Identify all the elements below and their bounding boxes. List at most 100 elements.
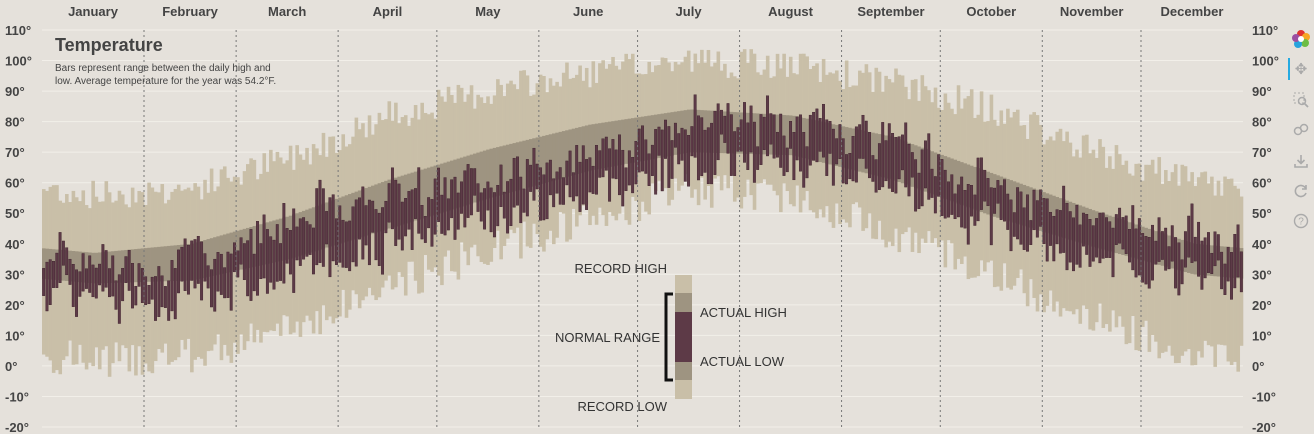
actual-bar [1055,209,1059,245]
y-tick-label-right: 50° [1252,206,1272,221]
actual-bar [1062,185,1066,253]
actual-bar [206,265,210,289]
actual-bar [766,95,769,157]
normal-bar [542,135,546,184]
actual-bar [121,268,125,302]
month-label: August [768,4,813,19]
actual-bar [186,244,190,295]
normal-bar [621,119,625,165]
actual-bar [545,162,549,220]
actual-bar [170,260,174,312]
actual-bar [598,150,602,178]
reset-icon[interactable] [1290,180,1312,202]
month-label: October [966,4,1016,19]
y-tick-label-right: 90° [1252,84,1272,99]
box-zoom-icon[interactable] [1290,89,1312,111]
normal-bar [634,117,638,163]
normal-bar [120,250,125,283]
normal-bar [423,168,428,218]
normal-bar [548,134,553,182]
actual-bar [147,285,151,305]
actual-bar [673,122,677,148]
save-icon[interactable] [1290,150,1312,172]
legend-record-high-label: RECORD HIGH [575,261,667,276]
actual-bar [42,268,46,296]
normal-bar [561,131,566,178]
actual-bar [502,191,506,219]
actual-bar [1216,234,1220,261]
normal-bar [630,118,635,163]
actual-bar [618,134,621,196]
actual-bar [729,114,733,176]
actual-bar [608,148,612,202]
month-dividers [143,30,1142,427]
normal-bar [917,146,921,190]
actual-bar [871,155,875,182]
y-tick-label-right: 70° [1252,145,1272,160]
actual-bar [1220,251,1224,290]
normal-bar [489,148,494,198]
actual-bar [970,185,973,217]
normal-bar [505,144,510,194]
bokeh-logo-icon[interactable] [1290,28,1312,50]
actual-bar [812,111,816,161]
actual-bar [1233,234,1237,289]
actual-bar [700,117,704,176]
normal-bar [756,113,760,155]
actual-bar [269,236,273,283]
actual-bar [627,150,631,186]
actual-bar [506,181,510,234]
actual-bar [631,157,635,194]
actual-bar [423,216,427,243]
actual-bar [894,137,898,194]
record-bar [1236,188,1241,372]
normal-bar [963,163,967,207]
actual-bar [815,108,819,163]
actual-bar [539,167,542,221]
actual-bar [966,184,970,245]
actual-bar [200,241,204,301]
actual-bar [367,199,371,266]
actual-bar [884,140,888,182]
actual-bar [739,119,743,152]
actual-bar [558,167,562,205]
actual-bar [726,103,730,154]
normal-bar [522,140,526,189]
help-icon[interactable]: ? [1290,210,1312,232]
pan-icon[interactable]: ✥ [1288,58,1312,80]
actual-bar [956,184,960,218]
actual-bar [246,240,250,297]
actual-bar [1213,231,1217,267]
actual-bar [1118,207,1122,244]
actual-bar [374,209,378,261]
actual-bar [756,146,760,170]
y-tick-label-right: 0° [1252,359,1264,374]
actual-bar [864,120,868,169]
legend-normal-bracket [664,292,673,382]
actual-bar [940,159,944,216]
actual-bar [881,122,885,188]
normal-bar [426,167,431,217]
actual-bar [1141,233,1145,283]
normal-bar [555,132,559,180]
actual-bar [1124,215,1128,254]
normal-bar [1012,181,1017,223]
actual-bar [1151,224,1154,281]
actual-bar [762,116,766,150]
actual-bar [1052,215,1056,262]
actual-bar [1187,215,1191,258]
normal-bar [348,194,352,241]
actual-bar [838,124,842,159]
normal-bar [785,115,790,156]
wheel-zoom-icon[interactable] [1290,119,1312,141]
normal-bar [627,118,632,164]
actual-bar [710,122,714,185]
normal-bar [552,133,556,181]
normal-bar [565,130,569,177]
normal-bar [153,247,158,282]
actual-bar [789,121,793,149]
actual-bar [532,147,536,201]
record-bar [1193,186,1198,366]
actual-bar [565,160,569,186]
actual-bar [703,129,707,173]
